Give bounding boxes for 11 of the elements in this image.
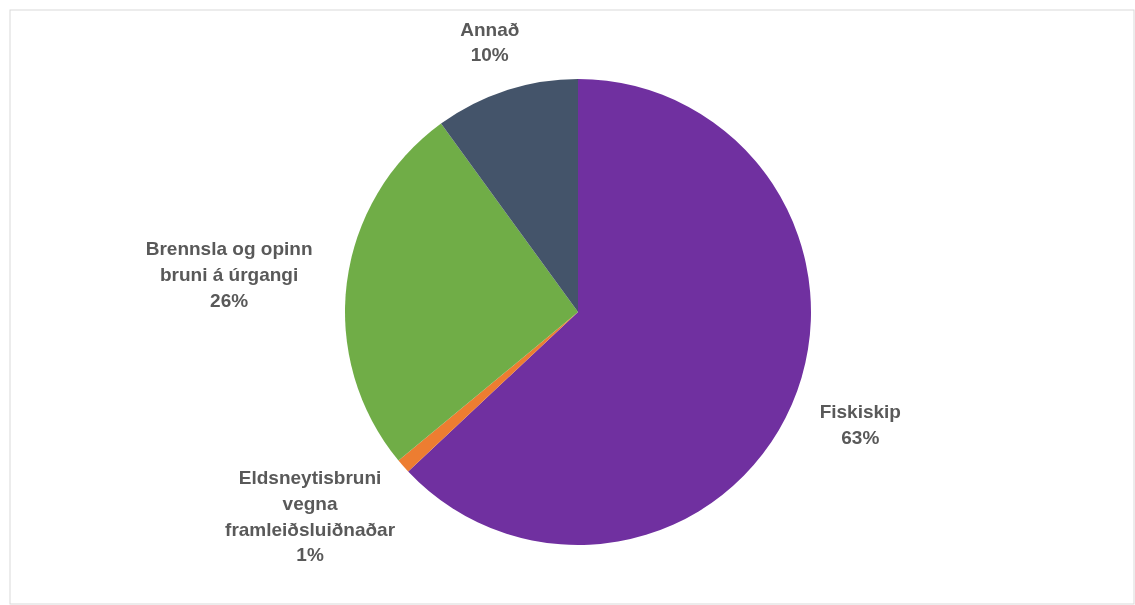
data-label: 10%	[470, 44, 509, 66]
data-label: 26%	[210, 289, 249, 311]
data-label: 63%	[841, 426, 880, 448]
pie-slice	[345, 123, 578, 461]
slice-label: Brennsla og opinn bruni á úrgangi	[145, 238, 313, 286]
pie-slice	[408, 79, 811, 545]
data-label: 1%	[296, 544, 324, 566]
slice-label: Fiskiskip	[819, 401, 901, 422]
slice-label: Annað	[460, 18, 520, 40]
pie-slice	[441, 79, 578, 312]
slice-label: Eldsneytisbruni vegna framleiðsluiðnaðar	[225, 467, 396, 540]
